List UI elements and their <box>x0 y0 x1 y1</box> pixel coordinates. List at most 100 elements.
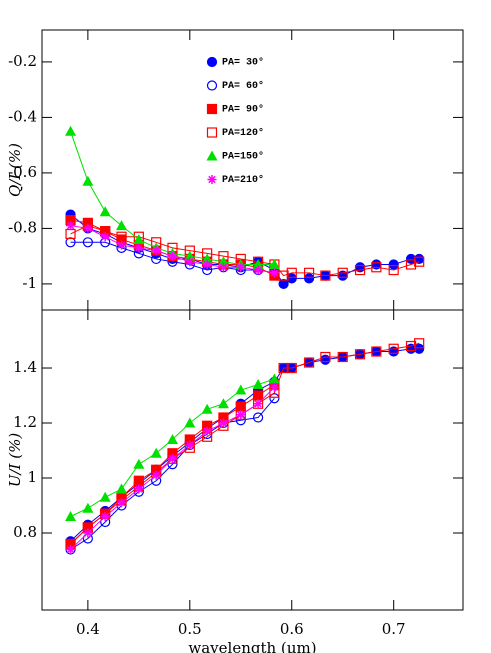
marker <box>337 267 348 278</box>
marker <box>414 256 425 267</box>
marker <box>354 264 366 276</box>
y-tick-label: -0.6 <box>8 163 37 181</box>
marker <box>185 257 195 267</box>
marker <box>253 412 264 423</box>
y-tick-label: -0.2 <box>8 52 37 70</box>
legend-marker <box>206 127 218 138</box>
marker <box>371 262 382 273</box>
marker <box>235 384 247 395</box>
y-tick-label: -0.8 <box>8 218 37 236</box>
marker <box>218 418 228 428</box>
marker <box>269 393 280 404</box>
legend-marker <box>206 56 218 68</box>
marker <box>269 268 279 278</box>
marker <box>202 259 212 269</box>
marker <box>151 470 161 480</box>
marker <box>218 262 228 272</box>
marker <box>303 357 315 368</box>
legend-marker <box>207 175 217 184</box>
legend-label: PA=210° <box>222 174 264 186</box>
marker <box>117 240 127 250</box>
x-axis-label: wavelength (μm) <box>188 639 316 653</box>
marker <box>337 351 348 363</box>
x-tick-label: 0.7 <box>382 620 406 638</box>
marker <box>286 267 297 278</box>
marker <box>278 278 289 290</box>
marker <box>217 398 229 409</box>
marker <box>278 270 289 281</box>
y-tick-label: 1.4 <box>13 358 37 376</box>
marker <box>82 502 94 513</box>
marker <box>253 265 263 275</box>
legend-label: PA= 90° <box>222 104 264 116</box>
marker <box>354 349 366 360</box>
marker <box>66 221 76 231</box>
marker <box>268 373 280 384</box>
marker <box>99 206 111 217</box>
marker <box>388 259 399 270</box>
legend-marker <box>206 80 218 91</box>
marker <box>100 512 110 522</box>
marker <box>184 417 196 428</box>
marker <box>83 528 93 538</box>
marker <box>320 270 331 281</box>
marker <box>66 545 76 555</box>
marker <box>303 267 315 278</box>
series-line <box>70 397 275 550</box>
marker <box>116 220 128 231</box>
marker <box>236 410 246 420</box>
marker <box>278 362 289 374</box>
legend-label: PA=120° <box>222 127 264 139</box>
y-tick-label: 1.2 <box>13 413 37 431</box>
marker <box>82 237 93 248</box>
series-line <box>70 342 420 545</box>
legend-marker <box>206 103 218 115</box>
y-axis-label: U/I (%) <box>6 433 24 487</box>
y-tick-label: -1 <box>22 274 37 292</box>
marker <box>405 259 417 270</box>
marker <box>133 234 145 245</box>
x-tick-label: 0.6 <box>280 620 304 638</box>
marker <box>405 340 417 352</box>
marker <box>371 346 382 357</box>
marker <box>414 338 425 349</box>
marker <box>167 454 177 464</box>
marker <box>100 232 110 242</box>
marker <box>269 382 279 392</box>
y-axis-label: Q/I (%) <box>6 143 24 197</box>
x-tick-label: 0.4 <box>76 620 100 638</box>
marker <box>320 351 331 363</box>
y-tick-label: 1 <box>27 468 37 486</box>
y-tick-label: -0.4 <box>8 107 37 125</box>
marker <box>133 458 145 469</box>
marker <box>185 440 195 450</box>
marker <box>202 426 212 436</box>
marker <box>388 343 399 354</box>
marker <box>151 246 161 256</box>
marker <box>201 403 213 414</box>
marker <box>414 343 425 354</box>
marker <box>236 262 246 272</box>
marker <box>65 237 76 248</box>
legend-label: PA=150° <box>222 151 264 163</box>
marker <box>268 258 280 269</box>
marker <box>134 243 144 253</box>
marker <box>116 483 128 494</box>
marker <box>117 498 127 508</box>
marker <box>286 362 297 374</box>
legend-label: PA= 30° <box>222 57 264 69</box>
marker <box>252 379 264 390</box>
marker <box>388 264 399 276</box>
x-tick-label: 0.5 <box>178 620 202 638</box>
marker <box>83 223 93 233</box>
marker <box>303 273 315 284</box>
legend-marker <box>206 150 218 161</box>
marker <box>253 399 263 409</box>
plot-frame <box>41 309 464 611</box>
series-line <box>70 378 275 517</box>
marker <box>166 434 178 445</box>
marker <box>134 484 144 494</box>
legend-label: PA= 60° <box>222 80 264 92</box>
marker <box>150 447 162 458</box>
